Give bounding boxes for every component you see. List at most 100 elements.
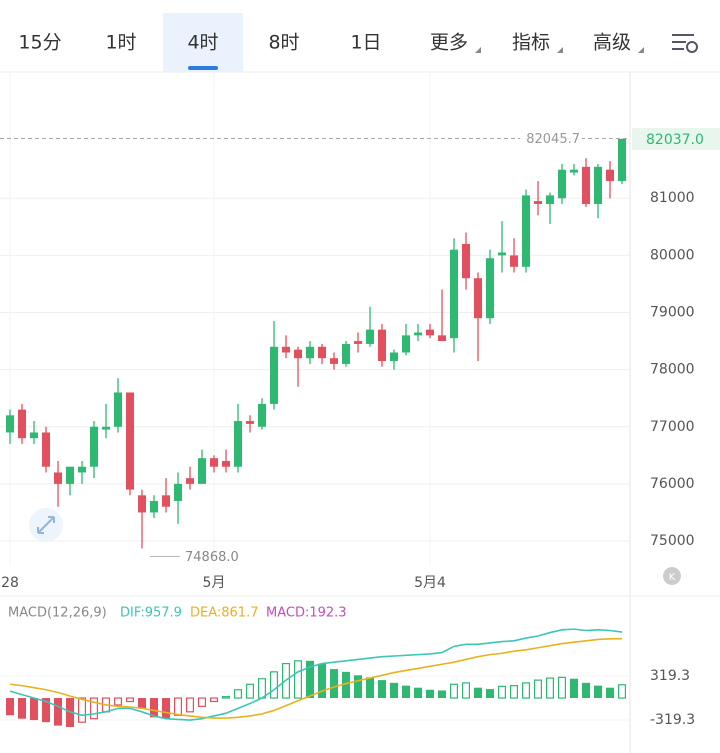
macd-bar [366, 677, 374, 699]
candle-body [18, 409, 26, 439]
macd-bar [390, 682, 398, 699]
candle-body [6, 415, 14, 433]
candle-body [366, 329, 374, 344]
candle-body [162, 495, 170, 507]
macd-bar [426, 689, 434, 699]
candle-body [102, 426, 110, 430]
max-label-bg [520, 130, 582, 147]
tab[interactable]: 15分 [18, 32, 61, 54]
max-label: 82045.7 [526, 132, 580, 147]
macd-bar [594, 685, 602, 699]
candle-body [594, 166, 602, 204]
y-tick-label: -319.3 [650, 712, 695, 728]
macd-bar [306, 660, 314, 699]
candle-body [90, 426, 98, 467]
macd-bar [150, 698, 158, 718]
candle-body [414, 332, 422, 336]
macd-title: MACD(12,26,9) [8, 606, 107, 621]
y-tick-label: 79000 [650, 305, 695, 321]
y-tick-label: 81000 [650, 190, 695, 206]
macd-bar [582, 682, 590, 699]
tab[interactable]: 1日 [350, 32, 381, 54]
macd-legend: DEA:861.7 [190, 606, 259, 621]
macd-bar [498, 685, 507, 699]
candle-body [402, 335, 410, 353]
candle-body [294, 349, 302, 359]
svg-text:K: K [669, 572, 676, 583]
y-tick-label: 80000 [650, 247, 695, 263]
macd-bar [521, 682, 530, 699]
macd-bar [570, 678, 578, 699]
candle-body [534, 201, 542, 204]
macd-bar [162, 698, 170, 719]
tab[interactable]: 1时 [105, 32, 136, 54]
candle-body [426, 329, 434, 336]
macd-bar [354, 675, 362, 699]
macd-bar [6, 698, 14, 716]
candle-body [42, 432, 50, 467]
k-icon[interactable]: K [663, 567, 681, 585]
tab[interactable]: 4时 [187, 32, 218, 54]
dropdown-arrow [638, 47, 644, 53]
candle-body [150, 501, 158, 513]
macd-bar [174, 697, 183, 716]
candle-body [318, 346, 326, 359]
macd-bar [474, 687, 482, 699]
candle-body [618, 139, 626, 182]
candle-body [606, 169, 614, 182]
macd-legend: DIF:957.9 [120, 606, 182, 621]
macd-bar [402, 685, 410, 699]
candle-body [30, 432, 38, 439]
macd-bar [462, 682, 471, 699]
candle-body [498, 252, 506, 256]
macd-legend: MACD:192.3 [266, 606, 347, 621]
tab[interactable]: 高级 [593, 32, 631, 54]
macd-bar [282, 662, 291, 699]
min-label: 74868.0 [185, 550, 239, 565]
macd-bar [438, 690, 446, 699]
macd-bar [186, 697, 195, 713]
zoom-icon[interactable] [29, 508, 63, 542]
x-tick-label: 5月 [203, 575, 226, 591]
candle-body [438, 335, 446, 342]
macd-line [9, 628, 623, 721]
y-tick-label: 78000 [650, 362, 695, 378]
macd-bar [18, 698, 26, 719]
candle-body [378, 329, 386, 362]
macd-bar [606, 687, 614, 699]
macd-bar [414, 687, 422, 699]
macd-bar [533, 679, 542, 699]
candle-body [570, 169, 578, 173]
candle-body [126, 392, 134, 490]
macd-bar [318, 663, 326, 699]
candle-body [354, 341, 362, 344]
candle-body [522, 195, 530, 267]
settings-icon[interactable] [672, 34, 698, 53]
candle-body [282, 346, 290, 353]
macd-bar [113, 697, 122, 706]
macd-bar [342, 671, 350, 699]
candle-body [114, 392, 122, 427]
candle-body [198, 458, 206, 484]
macd-bar [330, 669, 338, 699]
macd-bar [258, 678, 267, 699]
tab-selected-bg [163, 13, 243, 72]
tab[interactable]: 8时 [268, 32, 299, 54]
tab[interactable]: 更多 [430, 32, 468, 54]
candle-body [258, 403, 266, 427]
candle-body [450, 249, 458, 339]
macd-line [9, 637, 623, 719]
candle-body [174, 483, 182, 502]
candle-body [66, 466, 74, 484]
tab[interactable]: 指标 [512, 32, 550, 54]
candle-body [390, 352, 398, 362]
macd-bar [450, 683, 459, 699]
macd-bar [210, 697, 219, 703]
x-tick-label: 28 [1, 575, 19, 591]
candle-body [222, 461, 230, 467]
candle-body [54, 472, 62, 484]
macd-bar [125, 697, 134, 703]
candle-body [270, 346, 278, 404]
tab-underline [188, 66, 218, 70]
